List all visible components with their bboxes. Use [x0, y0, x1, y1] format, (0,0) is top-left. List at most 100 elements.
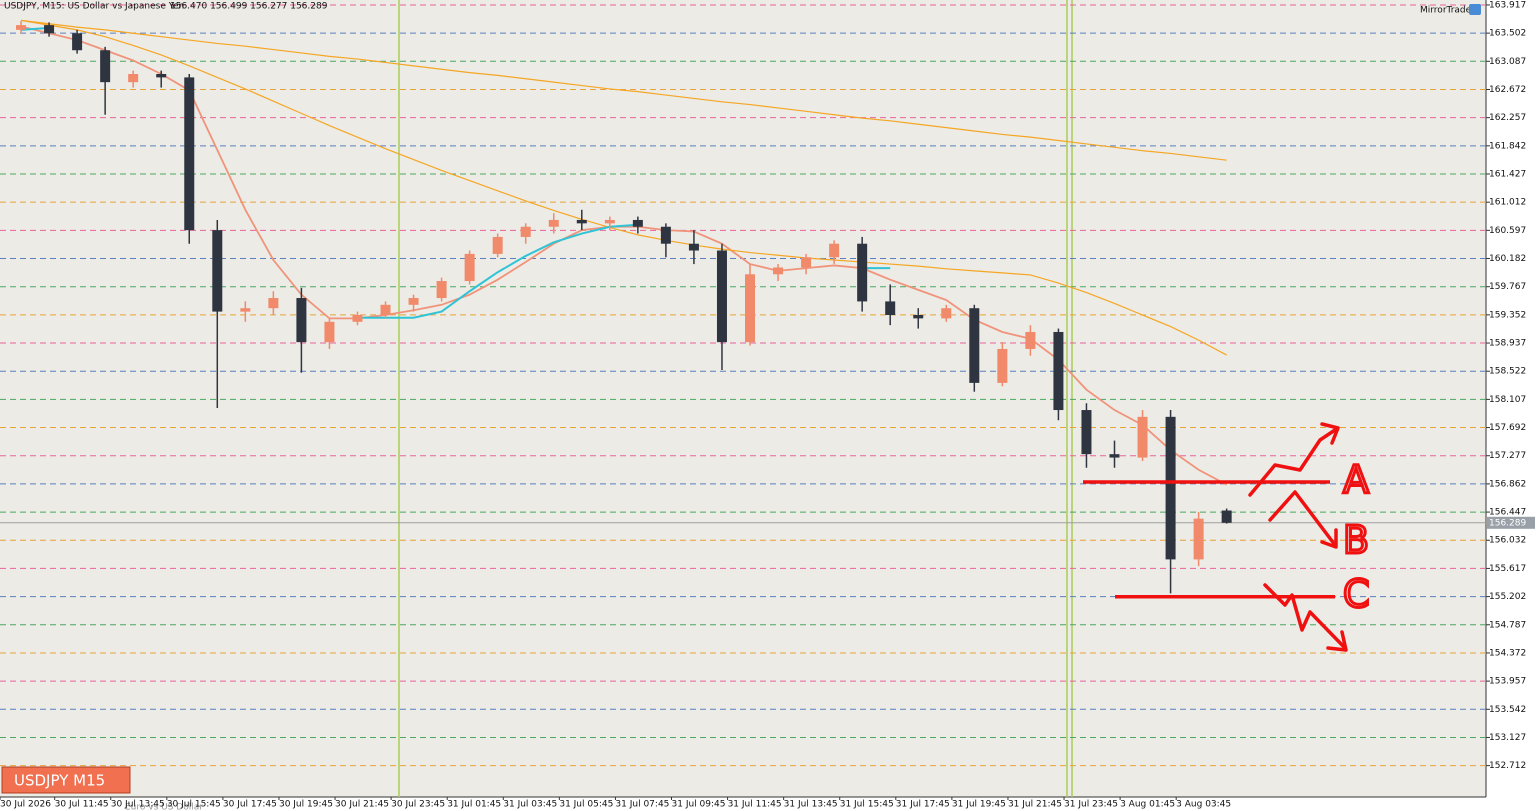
price-tag-label: 156.289: [1489, 518, 1526, 528]
candle-body: [857, 243, 868, 302]
x-tick-label: 3 Aug 03:45: [1176, 800, 1231, 810]
chart-title: USDJPY, M15: US Dollar vs Japanese Yen: [4, 2, 184, 12]
candle-body: [16, 25, 27, 30]
candle-body: [801, 257, 812, 268]
candle-body: [1165, 416, 1176, 560]
candle-body: [1081, 410, 1092, 455]
candle-body: [324, 321, 335, 343]
ma-line: [20, 19, 1227, 161]
y-tick-label: 162.672: [1489, 85, 1526, 95]
x-tick-label: 30 Jul 11:45: [55, 800, 109, 810]
x-tick-label: 31 Jul 15:45: [840, 800, 894, 810]
brand-icon: [1469, 4, 1481, 15]
drawn-arrows: [1248, 422, 1348, 652]
drawn-label: A: [1343, 458, 1369, 502]
x-tick-label: 30 Jul 23:45: [391, 800, 445, 810]
brand: MirrorTrader: [1420, 6, 1475, 16]
ma-line: [20, 19, 1227, 356]
arrow-break: [1263, 583, 1347, 650]
candle-body: [464, 253, 475, 282]
time-axis-bg: [0, 797, 1486, 811]
arrow-head: [1320, 422, 1340, 445]
candle-body: [44, 25, 55, 34]
y-tick-label: 161.427: [1489, 169, 1526, 179]
candle-body: [1053, 331, 1064, 411]
drawn-label: B: [1343, 518, 1369, 562]
symbol-badge: [1, 766, 131, 794]
candle-body: [773, 267, 784, 275]
y-tick-label: 163.087: [1489, 57, 1526, 67]
y-tick-label: 155.202: [1489, 592, 1526, 602]
candle-body: [352, 314, 363, 322]
candle-body: [885, 301, 896, 315]
y-tick-label: 156.862: [1489, 479, 1526, 489]
candle-body: [660, 226, 671, 244]
candle-body: [829, 243, 840, 258]
y-tick-label: 154.372: [1489, 648, 1526, 658]
y-tick-label: 158.937: [1489, 339, 1526, 349]
y-tick-label: 155.617: [1489, 564, 1526, 574]
x-tick-label: 31 Jul 01:45: [447, 800, 501, 810]
candle-body: [1193, 518, 1204, 560]
y-tick-label: 162.257: [1489, 113, 1526, 123]
candle-body: [1025, 331, 1036, 349]
x-tick-label: 31 Jul 17:45: [896, 800, 950, 810]
y-tick-label: 158.107: [1489, 395, 1526, 405]
arrow-head: [1320, 528, 1338, 549]
candle-body: [408, 298, 419, 305]
x-tick-label: 31 Jul 07:45: [615, 800, 669, 810]
price-tag: [1487, 516, 1535, 529]
x-tick-label: 31 Jul 23:45: [1064, 800, 1118, 810]
candle-body: [212, 230, 223, 312]
y-tick-label: 159.352: [1489, 310, 1526, 320]
y-tick-label: 156.032: [1489, 536, 1526, 546]
candle-body: [716, 250, 727, 343]
y-tick-label: 153.542: [1489, 705, 1526, 715]
x-tick-label: 31 Jul 11:45: [728, 800, 782, 810]
price-axis-bg: [1486, 0, 1536, 811]
candle-body: [913, 314, 924, 319]
candle-body: [1137, 416, 1148, 458]
x-tick-label: 31 Jul 21:45: [1008, 800, 1062, 810]
candle-body: [745, 274, 756, 343]
x-tick-label: 31 Jul 19:45: [952, 800, 1006, 810]
candle-body: [1221, 510, 1232, 523]
x-tick-label: 31 Jul 05:45: [559, 800, 613, 810]
candle-body: [184, 77, 195, 231]
y-tick-label: 160.182: [1489, 254, 1526, 264]
arrow-up: [1248, 428, 1337, 497]
x-tick-label: 31 Jul 03:45: [503, 800, 557, 810]
y-tick-label: 152.712: [1489, 761, 1526, 771]
x-tick-label: 30 Jul 13:45: [111, 800, 165, 810]
candle-body: [72, 33, 83, 51]
y-tick-label: 163.502: [1489, 29, 1526, 39]
candle-body: [436, 281, 447, 299]
arrow-down: [1268, 490, 1337, 547]
symbol-badge-text: USDJPY M15: [14, 772, 105, 790]
candle-body: [240, 308, 251, 312]
y-tick-label: 158.522: [1489, 367, 1526, 377]
x-tick-label: 31 Jul 13:45: [784, 800, 838, 810]
candle-body: [688, 243, 699, 251]
candle-body: [128, 73, 139, 83]
tab-label: Euro vs US Dollar: [125, 803, 203, 811]
x-tick-label: 30 Jul 19:45: [279, 800, 333, 810]
candle-body: [576, 219, 587, 224]
plot-bg: [0, 0, 1486, 797]
drawn-label: C: [1343, 572, 1370, 616]
candle-body: [548, 219, 559, 227]
x-tick-label: 30 Jul 2026: [0, 800, 51, 810]
x-tick-label: 31 Jul 09:45: [672, 800, 726, 810]
candle-body: [520, 226, 531, 237]
candle-body: [296, 298, 307, 343]
y-tick-label: 160.597: [1489, 226, 1526, 236]
candle-body: [1109, 454, 1120, 458]
candle-body: [100, 50, 111, 83]
y-tick-label: 156.447: [1489, 508, 1526, 518]
y-tick-label: 157.692: [1489, 423, 1526, 433]
y-tick-label: 163.917: [1489, 0, 1526, 10]
y-tick-label: 153.957: [1489, 677, 1526, 687]
quote: 156.470 156.499 156.277 156.289: [170, 2, 328, 12]
